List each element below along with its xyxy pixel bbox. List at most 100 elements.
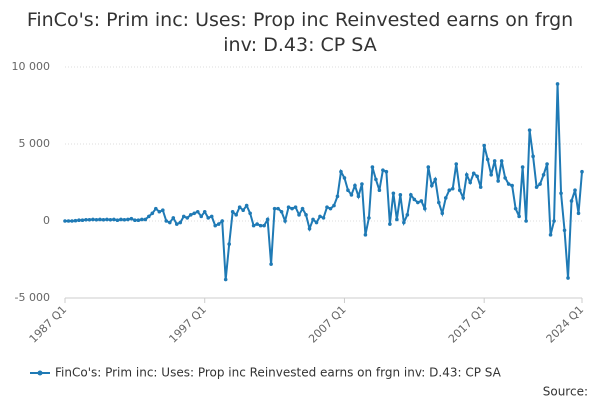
point xyxy=(433,177,438,182)
point xyxy=(335,194,340,199)
point xyxy=(580,169,584,174)
point xyxy=(311,217,315,222)
x-tick-label: 2017 Q1 xyxy=(446,303,489,346)
point xyxy=(405,213,410,217)
point xyxy=(150,211,155,216)
point xyxy=(520,165,525,169)
point xyxy=(395,217,399,222)
point xyxy=(416,200,420,205)
point xyxy=(384,169,389,174)
point xyxy=(108,217,113,222)
point xyxy=(91,217,95,222)
point xyxy=(174,222,179,226)
point xyxy=(167,220,172,225)
point xyxy=(332,203,336,208)
point xyxy=(398,193,403,197)
point xyxy=(251,223,256,228)
point xyxy=(265,217,270,222)
point xyxy=(513,206,518,211)
point xyxy=(429,183,434,188)
point xyxy=(157,209,162,214)
point xyxy=(402,220,406,225)
point xyxy=(290,206,294,211)
point xyxy=(244,203,249,208)
point xyxy=(468,180,473,185)
point xyxy=(241,208,245,213)
point xyxy=(220,219,224,223)
point xyxy=(436,200,441,205)
x-tick-label: 1987 Q1 xyxy=(27,303,70,346)
point xyxy=(143,217,148,222)
point xyxy=(391,191,396,196)
point xyxy=(349,193,354,197)
point xyxy=(154,206,158,211)
point xyxy=(269,262,273,266)
point xyxy=(325,205,329,209)
point xyxy=(112,217,116,222)
point xyxy=(199,214,204,219)
point xyxy=(304,213,308,217)
point xyxy=(510,183,514,188)
point xyxy=(279,209,284,214)
point xyxy=(223,277,228,282)
x-tick-label: 2024 Q1 xyxy=(544,303,587,346)
point xyxy=(367,216,371,220)
point xyxy=(276,206,280,211)
point xyxy=(562,228,567,233)
point xyxy=(314,220,319,225)
point xyxy=(63,219,67,223)
point xyxy=(388,222,392,226)
point xyxy=(531,154,535,159)
point xyxy=(517,214,521,219)
point xyxy=(115,218,120,223)
point xyxy=(569,199,574,203)
legend-label: FinCo's: Prim inc: Uses: Prop inc Reinve… xyxy=(55,366,502,380)
point xyxy=(339,169,343,174)
point xyxy=(227,242,231,246)
point xyxy=(318,214,322,219)
point xyxy=(206,216,211,220)
point xyxy=(457,188,462,192)
point xyxy=(374,177,378,182)
point xyxy=(482,143,486,148)
series-line xyxy=(65,83,583,280)
point xyxy=(321,216,326,220)
point xyxy=(181,214,186,219)
point xyxy=(234,213,238,217)
x-tick-label: 1997 Q1 xyxy=(166,303,209,346)
point xyxy=(262,223,266,228)
point xyxy=(412,197,417,202)
point xyxy=(122,217,127,222)
point xyxy=(346,188,350,192)
point xyxy=(328,206,333,211)
point xyxy=(307,226,312,231)
point xyxy=(202,209,207,214)
point xyxy=(573,188,577,192)
point xyxy=(272,206,277,211)
point xyxy=(440,211,445,216)
point xyxy=(419,199,424,203)
point xyxy=(216,222,221,226)
point xyxy=(356,194,361,199)
point xyxy=(381,168,385,172)
point xyxy=(209,214,214,219)
chart-title: FinCo's: Prim inc: Uses: Prop inc Reinve… xyxy=(26,9,574,56)
point xyxy=(377,188,382,192)
point xyxy=(370,165,375,169)
point xyxy=(258,223,263,228)
point xyxy=(409,193,413,197)
point xyxy=(447,188,452,192)
point xyxy=(164,219,169,223)
point xyxy=(178,220,183,225)
point xyxy=(195,209,200,214)
point xyxy=(499,159,504,163)
point xyxy=(230,209,235,214)
point xyxy=(237,205,242,209)
point xyxy=(188,213,193,217)
point xyxy=(552,219,556,223)
x-tick-label: 2007 Q1 xyxy=(306,303,349,346)
point xyxy=(443,196,448,200)
point xyxy=(534,185,539,189)
point xyxy=(286,205,291,209)
